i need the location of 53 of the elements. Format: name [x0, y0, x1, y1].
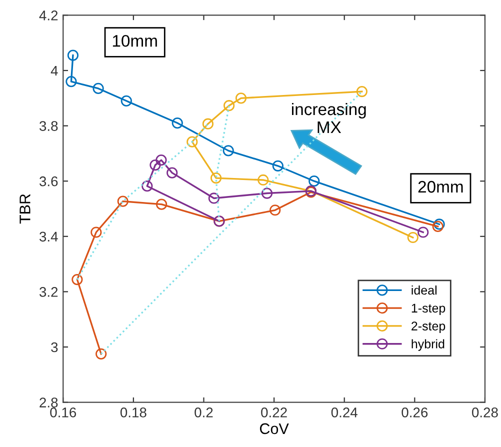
point: [208, 192, 220, 204]
point: [186, 136, 198, 148]
point: [210, 172, 222, 184]
x-tick-label: 0.18: [120, 408, 146, 418]
point: [66, 76, 77, 88]
y-tick-label: 2.8: [40, 398, 58, 408]
x-tick-label: 0.28: [472, 408, 498, 418]
y-axis-title: TBR: [20, 194, 30, 224]
point: [261, 188, 273, 199]
y-tick-label: 4.2: [39, 10, 58, 20]
legend-label: ideal: [412, 285, 436, 295]
annotation: 20mm: [418, 180, 463, 193]
y-tick-label: 3: [51, 342, 58, 352]
annotation: 10mm: [112, 34, 157, 47]
x-tick-label: 0.24: [331, 408, 358, 418]
point: [407, 232, 418, 244]
annotation: increasing MX: [292, 102, 366, 133]
point: [156, 198, 168, 210]
point: [120, 95, 132, 106]
point: [418, 226, 429, 238]
legend-label: 2-step: [412, 322, 446, 333]
y-tick-label: 3.2: [39, 287, 58, 297]
point: [92, 82, 104, 94]
y-tick-label: 3.4: [39, 232, 58, 242]
point: [308, 176, 320, 187]
legend-label: hybrid: [412, 339, 444, 351]
point: [67, 50, 79, 61]
point: [96, 348, 107, 360]
point: [166, 167, 178, 178]
x-axis-title: CoV: [260, 423, 289, 434]
legend-label: 1-step: [412, 304, 446, 316]
y-tick-label: 3.6: [39, 176, 58, 186]
point: [356, 86, 368, 98]
x-tick-label: 0.22: [261, 408, 287, 418]
point: [90, 226, 102, 238]
point: [223, 100, 235, 112]
point: [117, 196, 128, 207]
point: [258, 174, 269, 186]
x-tick-label: 0.2: [194, 408, 213, 418]
point: [222, 145, 234, 156]
y-tick-label: 3.8: [39, 121, 58, 131]
x-tick-label: 0.26: [402, 408, 428, 418]
point: [156, 154, 167, 166]
point: [270, 204, 281, 216]
point: [142, 180, 153, 192]
point: [72, 274, 83, 286]
point: [172, 117, 183, 129]
y-tick-label: 4: [50, 66, 58, 76]
point: [202, 118, 214, 130]
point: [272, 160, 284, 172]
point: [235, 92, 247, 104]
x-tick-label: 0.16: [50, 408, 76, 418]
point: [150, 160, 161, 171]
